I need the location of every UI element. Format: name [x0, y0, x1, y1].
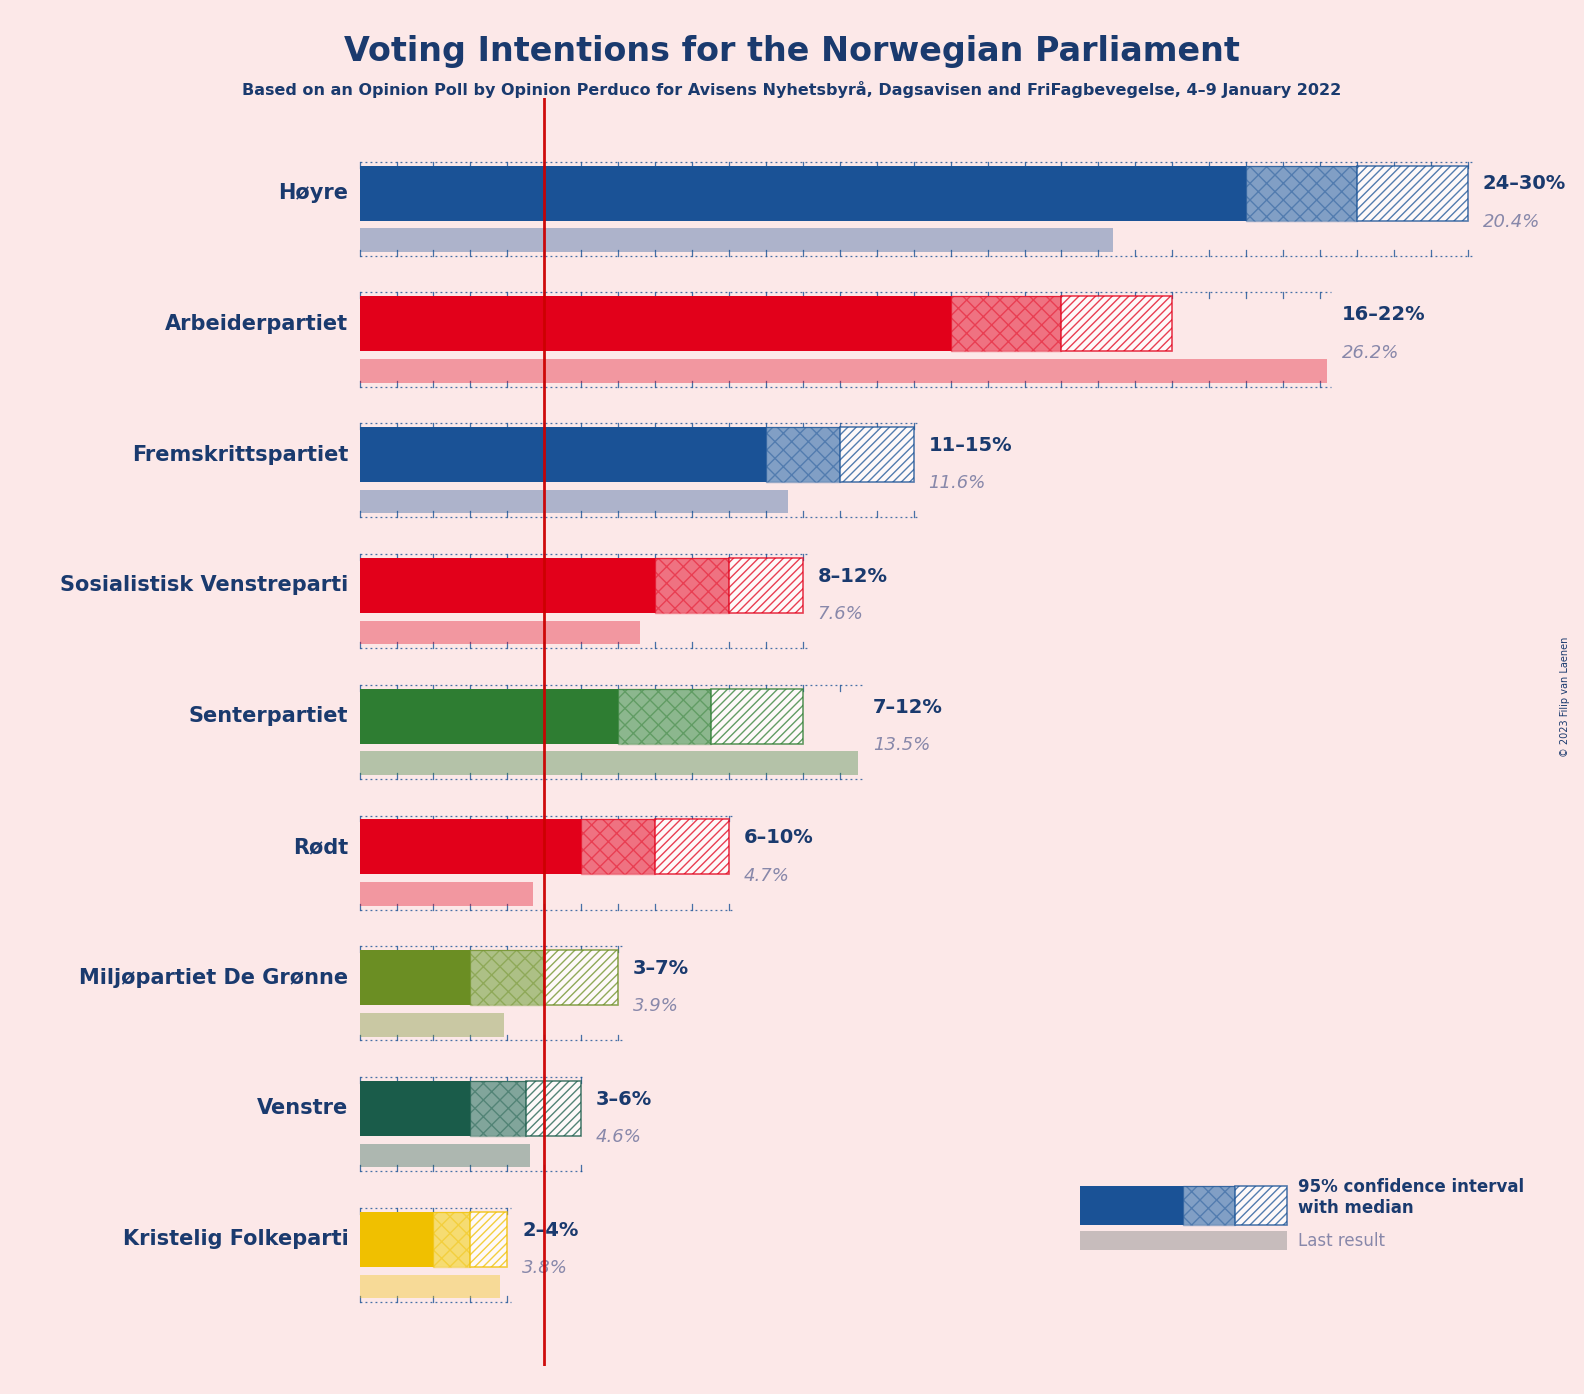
Text: 7–12%: 7–12%: [873, 697, 942, 717]
Bar: [618, 689, 711, 743]
Text: 20.4%: 20.4%: [1483, 213, 1540, 231]
Bar: [360, 951, 470, 1005]
Bar: [470, 1211, 507, 1267]
Bar: [470, 1080, 526, 1136]
Bar: [1080, 1186, 1183, 1225]
Bar: [581, 820, 656, 874]
Bar: [360, 1211, 434, 1267]
Bar: [360, 1144, 529, 1167]
Bar: [360, 689, 618, 743]
Text: Miljøpartiet De Grønne: Miljøpartiet De Grønne: [79, 967, 348, 988]
Bar: [618, 689, 711, 743]
Bar: [360, 882, 534, 906]
Text: 11.6%: 11.6%: [928, 474, 985, 492]
Bar: [1247, 166, 1357, 220]
Text: 11–15%: 11–15%: [928, 436, 1012, 454]
Text: 4.7%: 4.7%: [744, 867, 790, 885]
Bar: [581, 820, 656, 874]
Text: Høyre: Høyre: [279, 183, 348, 204]
Bar: [360, 820, 581, 874]
Bar: [1061, 297, 1172, 351]
Text: Last result: Last result: [1297, 1231, 1384, 1249]
Bar: [360, 360, 1327, 383]
Text: 3.9%: 3.9%: [634, 998, 680, 1015]
Text: Fremskrittspartiet: Fremskrittspartiet: [131, 445, 348, 464]
Bar: [470, 951, 545, 1005]
Text: 3–7%: 3–7%: [634, 959, 689, 979]
Bar: [1357, 166, 1468, 220]
Text: 7.6%: 7.6%: [817, 605, 863, 623]
Text: Venstre: Venstre: [257, 1098, 348, 1118]
Bar: [656, 820, 729, 874]
Text: Based on an Opinion Poll by Opinion Perduco for Avisens Nyhetsbyrå, Dagsavisen a: Based on an Opinion Poll by Opinion Perd…: [242, 81, 1342, 98]
Text: Kristelig Folkeparti: Kristelig Folkeparti: [122, 1230, 348, 1249]
Text: 2–4%: 2–4%: [523, 1221, 578, 1239]
Bar: [434, 1211, 470, 1267]
Bar: [840, 427, 914, 482]
Bar: [767, 427, 840, 482]
Bar: [470, 951, 545, 1005]
Bar: [360, 1080, 470, 1136]
Bar: [1236, 1186, 1286, 1225]
Text: Voting Intentions for the Norwegian Parliament: Voting Intentions for the Norwegian Parl…: [344, 35, 1240, 68]
Bar: [360, 751, 859, 775]
Text: 3–6%: 3–6%: [596, 1090, 653, 1108]
Text: 24–30%: 24–30%: [1483, 174, 1567, 194]
Bar: [1080, 1231, 1286, 1250]
Bar: [360, 1274, 501, 1298]
Bar: [470, 1080, 526, 1136]
Text: 3.8%: 3.8%: [523, 1259, 569, 1277]
Bar: [360, 558, 656, 613]
Bar: [1247, 166, 1357, 220]
Text: 16–22%: 16–22%: [1342, 305, 1426, 325]
Text: 26.2%: 26.2%: [1342, 343, 1400, 361]
Bar: [360, 620, 640, 644]
Text: Senterpartiet: Senterpartiet: [188, 707, 348, 726]
Text: © 2023 Filip van Laenen: © 2023 Filip van Laenen: [1560, 637, 1570, 757]
Bar: [767, 427, 840, 482]
Bar: [545, 951, 618, 1005]
Bar: [729, 558, 803, 613]
Bar: [360, 427, 767, 482]
Bar: [526, 1080, 581, 1136]
Text: Rødt: Rødt: [293, 836, 348, 857]
Bar: [1183, 1186, 1236, 1225]
Bar: [360, 297, 950, 351]
Bar: [711, 689, 803, 743]
Bar: [434, 1211, 470, 1267]
Text: Arbeiderpartiet: Arbeiderpartiet: [165, 314, 348, 333]
Bar: [950, 297, 1061, 351]
Text: 95% confidence interval
with median: 95% confidence interval with median: [1297, 1178, 1524, 1217]
Text: 6–10%: 6–10%: [744, 828, 814, 848]
Text: 4.6%: 4.6%: [596, 1128, 642, 1146]
Bar: [1183, 1186, 1236, 1225]
Bar: [656, 558, 729, 613]
Bar: [360, 489, 789, 513]
Text: 13.5%: 13.5%: [873, 736, 930, 754]
Text: 8–12%: 8–12%: [817, 567, 887, 585]
Text: Sosialistisk Venstreparti: Sosialistisk Venstreparti: [60, 576, 348, 595]
Bar: [656, 558, 729, 613]
Bar: [360, 1013, 504, 1037]
Bar: [360, 229, 1114, 252]
Bar: [950, 297, 1061, 351]
Bar: [360, 166, 1247, 220]
